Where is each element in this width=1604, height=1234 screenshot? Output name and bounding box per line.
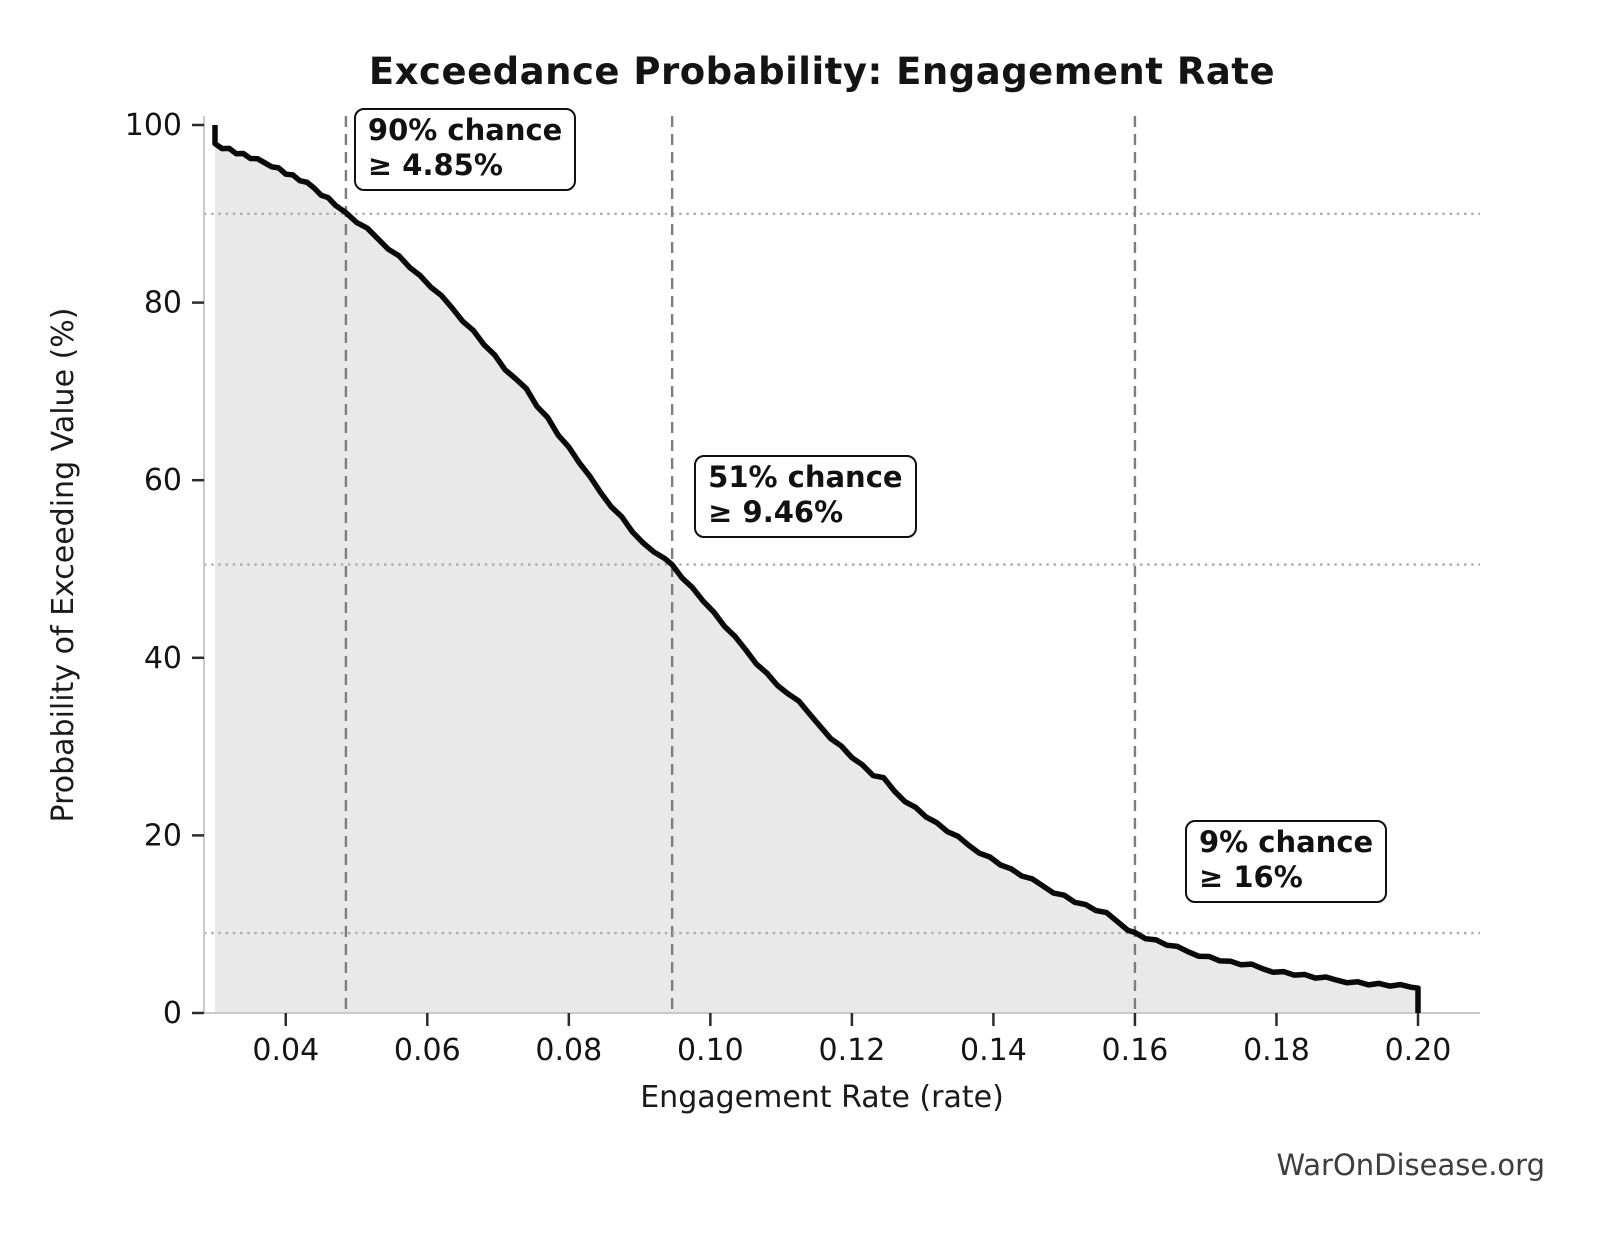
y-tick-label: 80 [144,286,182,321]
x-tick-label: 0.06 [394,1033,461,1068]
y-tick-label: 40 [144,641,182,676]
area-under-curve [215,125,1418,1013]
x-tick-label: 0.20 [1385,1033,1452,1068]
x-tick-label: 0.10 [677,1033,744,1068]
y-tick-label: 100 [125,108,182,143]
y-tick-label: 0 [163,996,182,1031]
annotation-threshold-text: ≥ 16% [1198,860,1303,894]
annotation-chance-text: 9% chance [1198,825,1374,859]
x-tick-label: 0.08 [535,1033,602,1068]
x-axis-label: Engagement Rate (rate) [640,1080,1004,1115]
annotation-chance-text: 90% chance [367,113,563,147]
x-tick-label: 0.18 [1243,1033,1310,1068]
chart-title: Exceedance Probability: Engagement Rate [368,50,1276,93]
x-tick-label: 0.12 [818,1033,885,1068]
y-tick-label: 60 [144,463,182,498]
annotation-callout-1: 51% chance ≥ 9.46% [694,455,917,538]
x-tick-label: 0.16 [1102,1033,1169,1068]
annotation-threshold-text: ≥ 9.46% [708,495,844,529]
annotation-callout-0: 90% chance ≥ 4.85% [353,108,577,191]
y-tick-label: 20 [144,818,182,853]
x-tick-label: 0.14 [960,1033,1027,1068]
exceedance-curve [212,125,1421,1013]
x-tick-label: 0.04 [252,1033,319,1068]
annotation-callout-2: 9% chance ≥ 16% [1184,820,1388,903]
watermark: WarOnDisease.org [1276,1148,1545,1182]
y-axis-label: Probability of Exceeding Value (%) [46,307,81,823]
annotation-threshold-text: ≥ 4.85% [367,148,503,182]
annotation-chance-text: 51% chance [708,460,903,494]
